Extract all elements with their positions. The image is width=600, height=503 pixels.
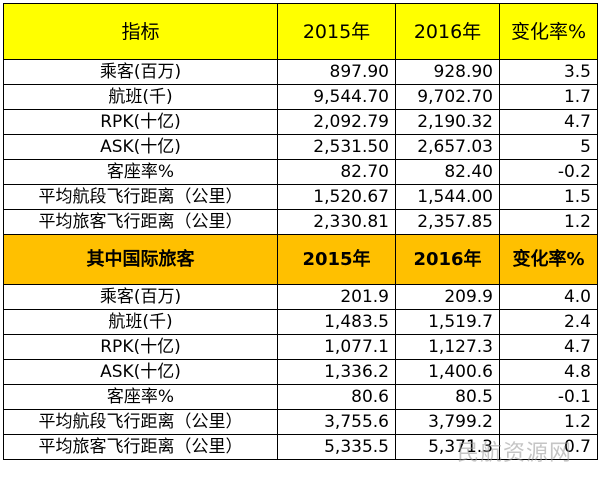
value-2015: 1,520.67 [277,184,396,210]
value-2015: 1,483.5 [277,309,396,335]
value-2016: 1,400.6 [395,359,500,385]
table-row: 乘客(百万) 201.9 209.9 4.0 [3,284,598,310]
value-2016: 80.5 [395,384,500,410]
table-row: 客座率% 80.6 80.5 -0.1 [3,384,598,410]
table-row: 客座率% 82.70 82.40 -0.2 [3,159,598,185]
row-label: 航班(千) [3,309,278,335]
change-rate: -0.1 [499,384,598,410]
value-2015: 201.9 [277,284,396,310]
row-label: 客座率% [3,384,278,410]
table-row: ASK(十亿) 2,531.50 2,657.03 5 [3,134,598,160]
row-label: RPK(十亿) [3,334,278,360]
header-year-2015: 2015年 [277,3,396,60]
value-2015: 9,544.70 [277,84,396,110]
header-change-rate: 变化率% [499,3,598,60]
row-label: ASK(十亿) [3,359,278,385]
section2-header-row: 其中国际旅客 2015年 2016年 变化率% [3,234,598,285]
table-row: 平均航段飞行距离（公里） 1,520.67 1,544.00 1.5 [3,184,598,210]
table-row: ASK(十亿) 1,336.2 1,400.6 4.8 [3,359,598,385]
header-change-rate: 变化率% [499,234,598,285]
value-2015: 1,077.1 [277,334,396,360]
row-label: 客座率% [3,159,278,185]
value-2016: 3,799.2 [395,409,500,435]
change-rate: -0.2 [499,159,598,185]
row-label: 平均航段飞行距离（公里） [3,409,278,435]
header-international-passengers: 其中国际旅客 [3,234,278,285]
table-row: 平均旅客飞行距离（公里） 2,330.81 2,357.85 1.2 [3,209,598,235]
section1-header-row: 指标 2015年 2016年 变化率% [3,3,598,60]
value-2015: 1,336.2 [277,359,396,385]
header-indicator: 指标 [3,3,278,60]
change-rate: 3.5 [499,59,598,85]
row-label: 乘客(百万) [3,59,278,85]
table-row: RPK(十亿) 1,077.1 1,127.3 4.7 [3,334,598,360]
row-label: RPK(十亿) [3,109,278,135]
change-rate: 4.7 [499,334,598,360]
value-2016: 1,519.7 [395,309,500,335]
value-2016: 2,190.32 [395,109,500,135]
table-row: 航班(千) 1,483.5 1,519.7 2.4 [3,309,598,335]
header-year-2016: 2016年 [395,3,500,60]
change-rate: 1.2 [499,409,598,435]
table-row: 平均旅客飞行距离（公里） 5,335.5 5,371.3 0.7 [3,434,598,460]
row-label: 平均航段飞行距离（公里） [3,184,278,210]
statistics-table: 指标 2015年 2016年 变化率% 乘客(百万) 897.90 928.90… [3,3,598,460]
change-rate: 4.7 [499,109,598,135]
table-row: RPK(十亿) 2,092.79 2,190.32 4.7 [3,109,598,135]
row-label: 平均旅客飞行距离（公里） [3,209,278,235]
value-2016: 5,371.3 [395,434,500,460]
table-row: 航班(千) 9,544.70 9,702.70 1.7 [3,84,598,110]
value-2015: 80.6 [277,384,396,410]
value-2016: 82.40 [395,159,500,185]
value-2016: 2,657.03 [395,134,500,160]
change-rate: 5 [499,134,598,160]
row-label: 航班(千) [3,84,278,110]
table-row: 平均航段飞行距离（公里） 3,755.6 3,799.2 1.2 [3,409,598,435]
change-rate: 1.7 [499,84,598,110]
change-rate: 0.7 [499,434,598,460]
header-year-2015: 2015年 [277,234,396,285]
row-label: ASK(十亿) [3,134,278,160]
row-label: 平均旅客飞行距离（公里） [3,434,278,460]
value-2016: 928.90 [395,59,500,85]
table-row: 乘客(百万) 897.90 928.90 3.5 [3,59,598,85]
value-2016: 2,357.85 [395,209,500,235]
value-2016: 209.9 [395,284,500,310]
change-rate: 2.4 [499,309,598,335]
value-2015: 82.70 [277,159,396,185]
value-2016: 1,127.3 [395,334,500,360]
value-2016: 9,702.70 [395,84,500,110]
value-2015: 2,330.81 [277,209,396,235]
value-2015: 5,335.5 [277,434,396,460]
change-rate: 1.2 [499,209,598,235]
value-2015: 897.90 [277,59,396,85]
value-2016: 1,544.00 [395,184,500,210]
header-year-2016: 2016年 [395,234,500,285]
row-label: 乘客(百万) [3,284,278,310]
change-rate: 4.8 [499,359,598,385]
change-rate: 4.0 [499,284,598,310]
value-2015: 2,092.79 [277,109,396,135]
value-2015: 2,531.50 [277,134,396,160]
change-rate: 1.5 [499,184,598,210]
value-2015: 3,755.6 [277,409,396,435]
